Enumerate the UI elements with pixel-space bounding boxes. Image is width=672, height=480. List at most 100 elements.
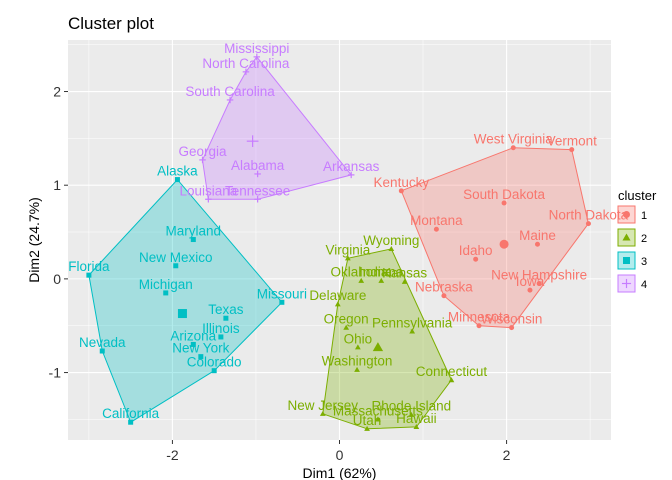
point-label: Pennsylvania [372, 315, 453, 330]
cluster-4-centroid [246, 135, 259, 148]
data-point [344, 255, 351, 261]
point-label: Colorado [187, 355, 242, 370]
point-label: South Dakota [463, 187, 545, 202]
data-point [413, 424, 420, 430]
data-point [226, 96, 234, 104]
data-point [319, 410, 326, 416]
cluster-centroids [177, 135, 509, 352]
point-label: Michigan [139, 277, 193, 292]
point-label: Minnesota [448, 310, 511, 325]
y-tick-label: 0 [53, 271, 61, 287]
point-label: Florida [68, 259, 110, 274]
point-label: California [102, 406, 160, 421]
x-axis-title: Dim1 (62%) [303, 465, 377, 480]
cluster-1-hull [400, 147, 589, 329]
data-point [254, 170, 261, 178]
x-tick-label: -2 [166, 447, 179, 463]
data-point [448, 377, 455, 383]
point-label: Kansas [382, 266, 427, 281]
data-point [401, 278, 408, 284]
cluster-2-hull [322, 248, 452, 430]
point-label: Oregon [324, 312, 369, 327]
point-label: New York [172, 341, 229, 356]
data-point [253, 53, 261, 61]
point-label: West Virginia [474, 132, 554, 147]
data-point [279, 299, 285, 305]
point-label: Oklahoma [330, 265, 392, 280]
point-label: North Carolina [202, 56, 290, 71]
cluster-2-centroid [372, 342, 384, 352]
data-point [199, 156, 206, 164]
data-point [509, 325, 515, 331]
point-label: New Mexico [139, 250, 213, 265]
legend-key-symbol [623, 211, 630, 218]
data-point [536, 281, 542, 287]
data-point [364, 425, 370, 431]
data-point [476, 323, 482, 329]
data-point [242, 68, 250, 76]
point-label: Utah [353, 413, 382, 428]
point-label: Arkansas [323, 159, 380, 174]
y-tick-label: 1 [53, 177, 61, 193]
point-label: Indiana [359, 265, 404, 280]
data-point [99, 348, 105, 354]
data-point [510, 145, 516, 151]
data-point [347, 171, 355, 179]
data-point [205, 196, 212, 203]
data-point [534, 241, 540, 247]
data-point [585, 221, 591, 227]
point-label: Wisconsin [481, 312, 543, 327]
cluster-hulls [88, 56, 589, 430]
point-label: Idaho [459, 243, 493, 258]
data-point [527, 287, 533, 293]
point-label: Arizona [170, 328, 216, 343]
data-point [408, 411, 415, 417]
data-point [218, 334, 224, 340]
point-label: Georgia [178, 144, 227, 159]
cluster-1-centroid [499, 239, 509, 249]
data-point [388, 246, 395, 252]
data-point [190, 341, 196, 347]
point-label: New Hampshire [491, 268, 587, 283]
legend-key-symbol [623, 257, 630, 264]
data-point [198, 354, 204, 360]
point-label: Texas [208, 302, 244, 317]
data-point [354, 366, 360, 372]
legend-label: 3 [641, 256, 647, 268]
point-label: Vermont [547, 134, 598, 149]
data-point [190, 237, 196, 243]
legend-label: 4 [641, 279, 647, 291]
point-label: Washington [322, 354, 393, 369]
point-label: Alaska [157, 164, 198, 179]
point-label: Massachusetts [333, 403, 423, 418]
x-tick-label: 0 [336, 447, 344, 463]
legend-label: 2 [641, 233, 647, 245]
point-label: Mississippi [224, 41, 289, 56]
point-label: Illinois [202, 321, 240, 336]
data-point [375, 416, 381, 422]
point-label: Kentucky [374, 175, 430, 190]
point-label: Tennessee [225, 183, 290, 198]
point-label: Nevada [79, 335, 126, 350]
point-label: South Carolina [185, 84, 275, 99]
data-point [409, 328, 416, 334]
point-label: Hawaii [396, 411, 437, 426]
point-label: Nebraska [415, 280, 473, 295]
point-label: Iowa [516, 274, 545, 289]
data-point [254, 196, 261, 203]
data-point [211, 368, 217, 374]
data-point [343, 324, 350, 330]
legend-label: 1 [641, 210, 647, 222]
legend-key-symbol [621, 278, 632, 289]
cluster-4-hull [201, 56, 353, 200]
y-axis-title: Dim2 (24.7%) [26, 197, 42, 283]
data-point [334, 301, 341, 307]
data-point [378, 277, 385, 283]
x-tick-label: 2 [503, 447, 511, 463]
point-label: Ohio [344, 331, 373, 346]
point-label: Maryland [166, 224, 222, 239]
point-label: Rhode Island [372, 399, 452, 414]
point-label: Virginia [325, 242, 370, 257]
axis-ticks: -2 0 2 -1 0 1 2 [49, 84, 511, 463]
point-label: Missouri [257, 286, 307, 301]
